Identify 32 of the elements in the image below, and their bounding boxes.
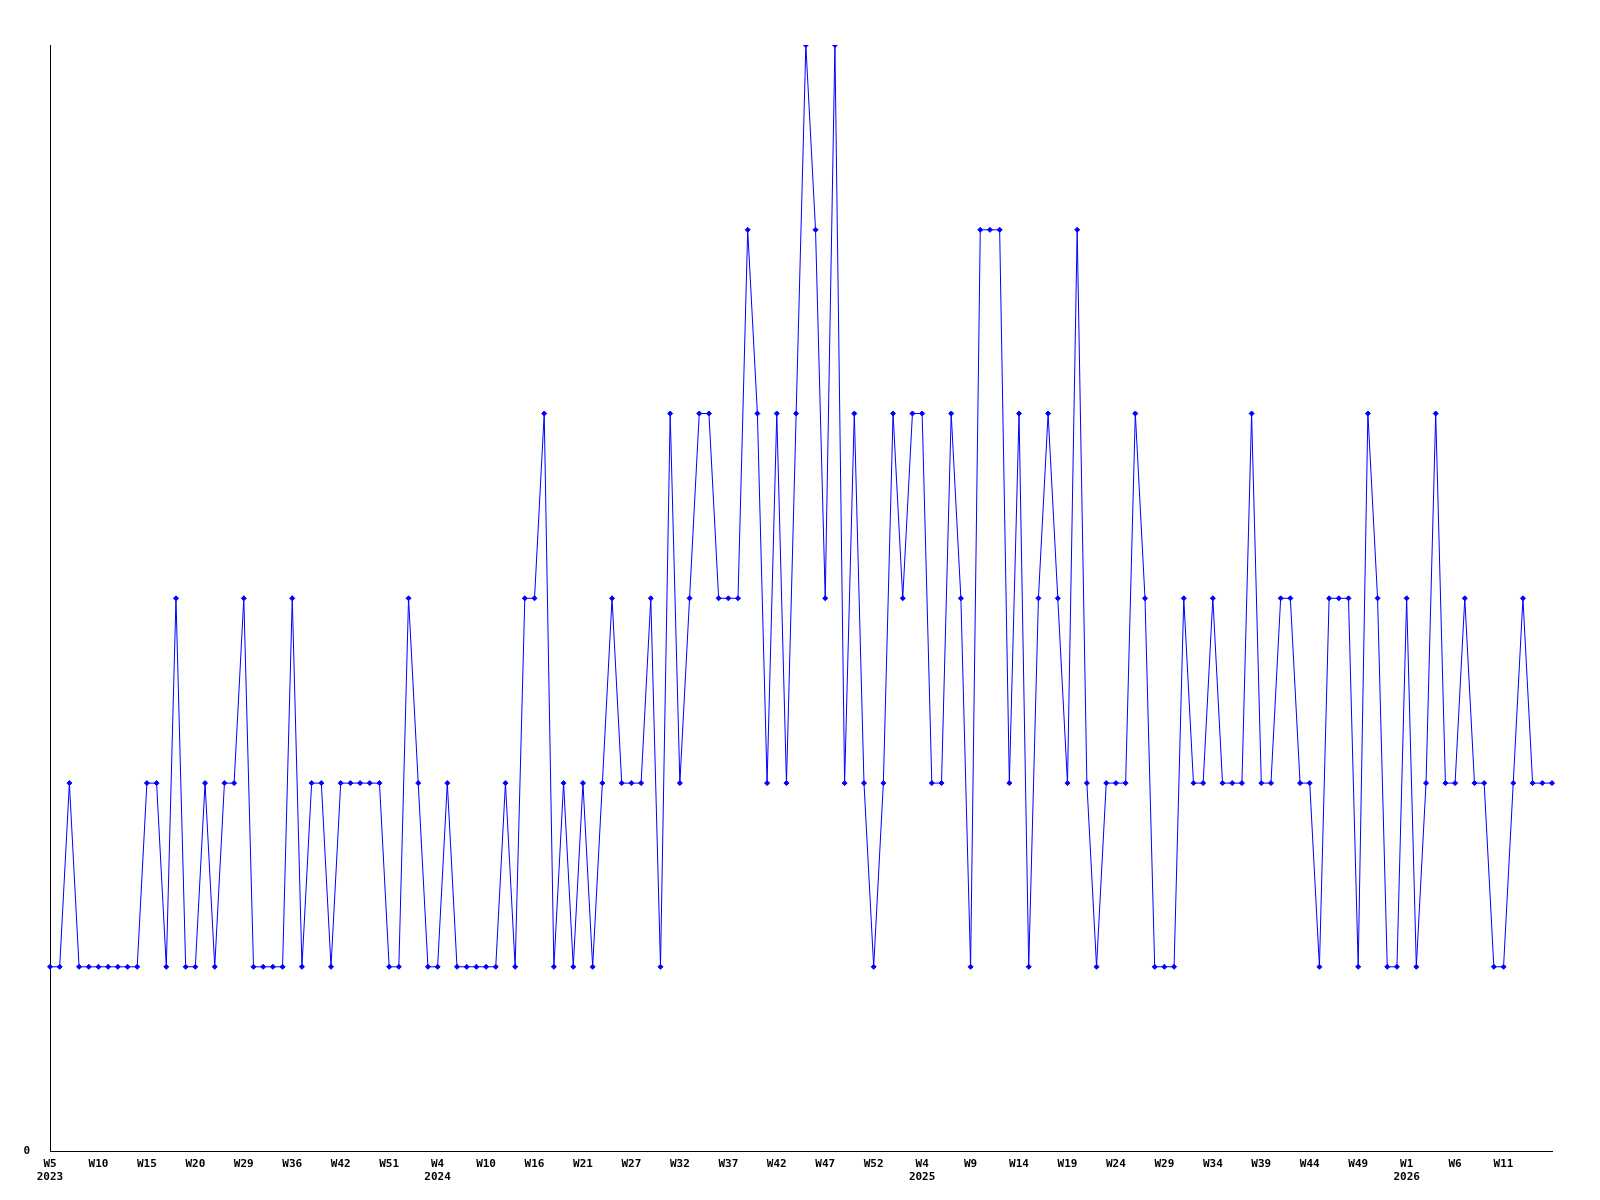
x-tick-label: W42	[766, 1157, 787, 1171]
x-tick-label: W29	[233, 1157, 254, 1171]
x-tick-label: W29	[1154, 1157, 1175, 1171]
x-tick-label: W42	[330, 1157, 351, 1171]
x-tick-label: W52	[863, 1157, 884, 1171]
x-tick-label: W9	[963, 1157, 978, 1171]
x-tick-label: W34	[1202, 1157, 1224, 1171]
x-tick-label: W16	[524, 1157, 545, 1171]
x-tick-label: W19	[1057, 1157, 1078, 1171]
x-tick-label: W6	[1448, 1157, 1463, 1171]
x-tick-label: W37	[718, 1157, 739, 1171]
x-tick-label: W4 2024	[424, 1157, 452, 1184]
x-tick-label: W47	[815, 1157, 836, 1171]
x-tick-label: W10	[476, 1157, 496, 1171]
x-tick-label: W10	[88, 1157, 109, 1171]
x-tick-label: W49	[1348, 1157, 1369, 1171]
x-tick-label: W20	[185, 1157, 206, 1171]
x-tick-label: W24	[1106, 1157, 1127, 1171]
x-tick-label: W32	[669, 1157, 690, 1171]
x-tick-label: W36	[282, 1157, 303, 1171]
x-tick-label: W44	[1299, 1157, 1321, 1171]
x-tick-label: W51	[379, 1157, 400, 1171]
x-tick-label: W5 2023	[36, 1157, 64, 1184]
x-tick-label: W1 2026	[1393, 1157, 1421, 1184]
x-tick-label: W39	[1251, 1157, 1272, 1171]
x-tick-label: W11	[1493, 1157, 1514, 1171]
x-tick-label: W4 2025	[908, 1157, 936, 1184]
x-tick-label: W14	[1009, 1157, 1030, 1171]
x-tick-label: W21	[573, 1157, 594, 1171]
x-tick-label: W15	[136, 1157, 157, 1171]
text: 0	[23, 1144, 30, 1158]
x-tick-label: W27	[621, 1157, 642, 1171]
